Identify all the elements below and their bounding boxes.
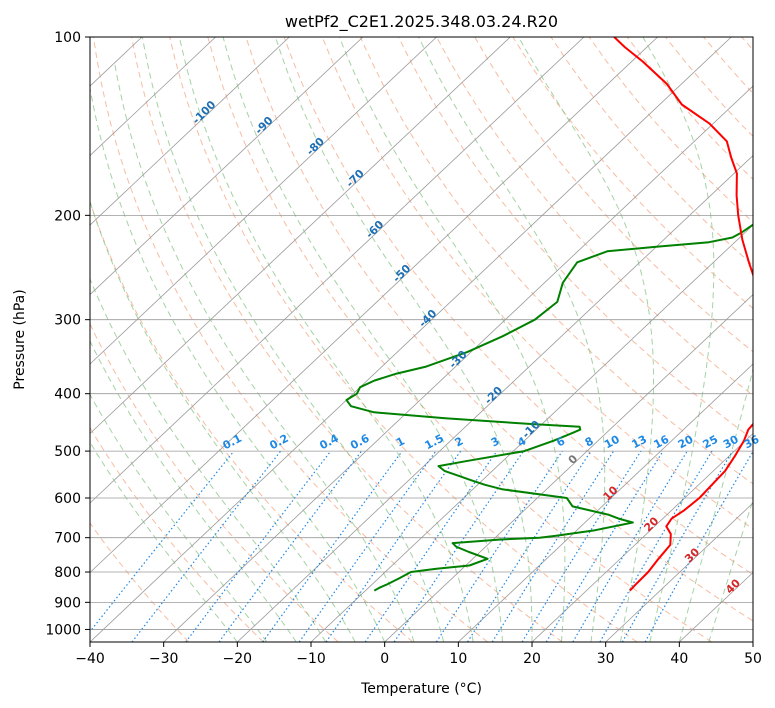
dry-adiabat — [245, 37, 753, 622]
y-tick-label: 900 — [54, 595, 81, 611]
mixing-ratio-label: 10 — [602, 433, 622, 452]
isotherm-line — [237, 154, 753, 642]
isotherm-line — [90, 37, 732, 642]
moist-adiabat — [178, 37, 474, 642]
isotherm-line — [90, 37, 511, 435]
dry-adiabat — [512, 37, 753, 309]
mixing-ratio-line — [262, 450, 403, 642]
isotherm-line — [0, 37, 68, 642]
y-tick-label: 800 — [54, 565, 81, 581]
mixing-ratio-line — [298, 450, 437, 642]
x-tick-label: 50 — [744, 651, 762, 667]
mixing-ratio-line — [393, 450, 524, 642]
mixing-ratio-line — [545, 450, 664, 642]
dry-adiabat — [90, 426, 264, 642]
y-tick-label: 1000 — [45, 622, 81, 638]
dry-adiabat — [131, 37, 563, 642]
x-tick-label: 40 — [670, 651, 688, 667]
mixing-ratio-line — [218, 450, 362, 642]
moist-adiabat — [141, 37, 445, 642]
isotherm-line — [752, 641, 753, 642]
isotherm-line — [458, 363, 753, 642]
mixing-ratio-line — [90, 450, 235, 633]
moist-adiabat — [222, 37, 503, 642]
isotherm-line — [90, 37, 658, 574]
temperature-line — [613, 37, 753, 592]
dry-adiabat — [169, 37, 638, 642]
isotherm-line — [90, 37, 216, 157]
x-axis-label: Temperature (°C) — [360, 681, 482, 697]
mixing-ratio-label: 13 — [629, 433, 649, 452]
dry-adiabat — [92, 37, 488, 642]
moist-adiabat — [338, 37, 566, 642]
moist-adiabat — [275, 37, 533, 642]
x-tick-label: −30 — [149, 651, 179, 667]
moist-adiabat — [113, 61, 415, 642]
isotherm-line — [90, 37, 290, 226]
moist-adiabat — [90, 277, 327, 642]
mixing-ratio-line — [364, 450, 498, 642]
y-tick-label: 500 — [54, 444, 81, 460]
mixing-ratio-line — [491, 450, 615, 642]
sounding-series — [345, 37, 753, 592]
mixing-ratio-line — [466, 450, 592, 642]
dry-adiabat — [398, 37, 753, 441]
dry-adiabat — [474, 37, 753, 353]
moist-adiabat — [708, 498, 753, 642]
axes: −40 −30 −20 −10 0 10 20 30 40 50 1000 900 800 700 600 5… — [45, 30, 762, 667]
y-tick-label: 600 — [54, 491, 81, 507]
mixing-ratio-label: 30 — [721, 433, 741, 452]
isotherm-line — [90, 37, 364, 296]
y-tick-label: 700 — [54, 531, 81, 547]
chart-title: wetPf2_C2E1.2025.348.03.24.R20 — [285, 12, 558, 32]
dry-adiabat — [90, 322, 339, 642]
dry-adiabat — [207, 37, 712, 642]
isotherm-line — [90, 37, 585, 504]
x-tick-label: 10 — [449, 651, 467, 667]
dry-adiabat — [321, 37, 753, 530]
moist-adiabat — [518, 37, 654, 642]
moist-adiabat — [642, 37, 715, 642]
mixing-ratio-label: 16 — [652, 433, 672, 452]
dewpoint-line — [345, 223, 753, 592]
moist-adiabat — [678, 367, 753, 642]
x-tick-label: −40 — [75, 651, 105, 667]
y-tick-label: 400 — [54, 387, 81, 403]
isotherm-line — [90, 37, 437, 365]
plot-area — [90, 37, 753, 642]
dry-adiabat — [359, 37, 753, 485]
mixing-ratio-label: 25 — [701, 433, 721, 452]
background-lines — [0, 37, 753, 642]
isotherm-line — [310, 224, 753, 642]
y-tick-label: 200 — [54, 208, 81, 224]
x-tick-label: −20 — [223, 651, 253, 667]
x-tick-label: 0 — [380, 651, 389, 667]
x-tick-label: −10 — [296, 651, 326, 667]
y-axis-label: Pressure (hPa) — [12, 289, 28, 389]
isotherm-line — [605, 502, 753, 642]
y-tick-label: 300 — [54, 313, 81, 329]
mixing-ratio-line — [644, 450, 753, 642]
dry-adiabat — [436, 37, 753, 396]
moist-adiabat — [90, 200, 356, 642]
x-tick-label: 30 — [597, 651, 615, 667]
mixing-ratio-line — [185, 450, 332, 642]
mixing-ratio-line — [325, 450, 462, 642]
dry-adiabat — [283, 37, 753, 576]
mixing-ratio-label: 20 — [676, 433, 696, 452]
isotherm-line — [531, 432, 753, 642]
plot-frame — [89, 36, 754, 643]
isotherm-line — [163, 85, 753, 642]
y-tick-label: 100 — [54, 30, 81, 46]
x-tick-label: 20 — [523, 651, 541, 667]
mixing-ratio-label: 36 — [742, 433, 762, 452]
moist-adiabat — [418, 37, 606, 642]
